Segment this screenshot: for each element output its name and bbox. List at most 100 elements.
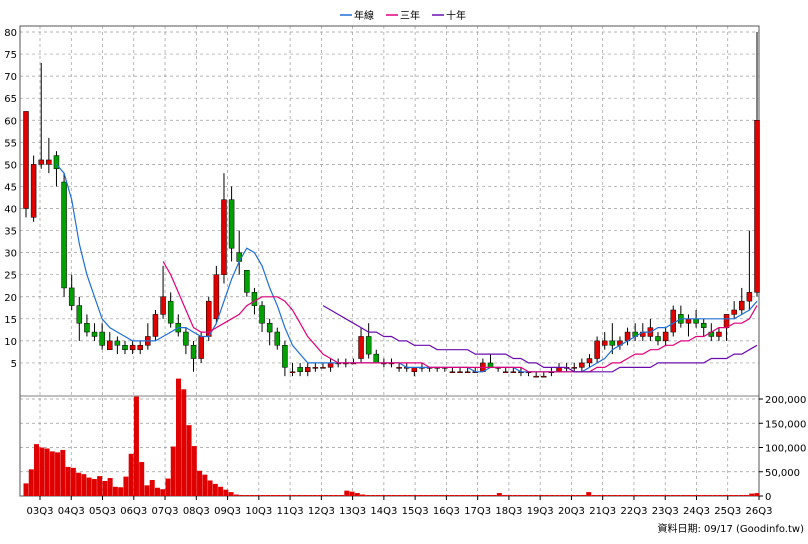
candle-body-1	[30, 164, 37, 218]
candle-body-31	[259, 305, 265, 324]
volume-bar-68	[381, 495, 387, 496]
volume-bar-65	[365, 495, 371, 496]
candle-body-70	[556, 367, 562, 373]
volume-bar-114	[623, 495, 629, 496]
candle-8	[84, 314, 90, 337]
volume-tick-label-4: 200,000	[765, 395, 806, 406]
x-tick-label-23: 26Q3	[746, 506, 773, 517]
candle-29	[244, 270, 250, 297]
candle-body-91	[716, 331, 722, 337]
volume-bar-5	[49, 451, 55, 496]
volume-bar-22	[139, 462, 145, 496]
volume-bar-91	[502, 495, 508, 496]
volume-bar-118	[644, 495, 650, 496]
x-tick-label-18: 21Q3	[589, 506, 616, 517]
candle-body-74	[586, 358, 593, 364]
candle-body-3	[46, 159, 52, 165]
volume-bar-112	[612, 495, 618, 496]
candle-28	[236, 230, 242, 275]
candle-body-28	[236, 252, 242, 262]
candle-body-92	[723, 314, 730, 328]
volume-bar-131	[712, 495, 718, 496]
candle-5	[61, 173, 67, 297]
candle-body-46	[373, 353, 380, 364]
volume-bar-83	[459, 495, 465, 496]
volume-bar-79	[438, 495, 444, 496]
volume-bar-32	[191, 446, 197, 496]
volume-bar-62	[349, 491, 355, 496]
candle-18	[160, 265, 166, 319]
candle-84	[662, 327, 669, 346]
volume-bar-109	[596, 495, 602, 496]
volume-bar-52	[296, 495, 302, 496]
ma-line-year	[56, 164, 758, 373]
volume-bar-11	[81, 474, 87, 496]
candle-10	[99, 323, 105, 350]
volume-bar-66	[370, 495, 376, 496]
candle-77	[609, 323, 616, 355]
volume-bar-120	[654, 495, 660, 496]
candle-56	[449, 367, 456, 374]
volume-bar-41	[239, 495, 245, 496]
volume-bar-7	[60, 449, 66, 496]
volume-bar-49	[281, 495, 287, 496]
candle-body-33	[274, 331, 281, 346]
candle-body-38	[312, 367, 319, 369]
candle-body-49	[396, 367, 402, 369]
volume-bar-125	[680, 495, 686, 496]
candle-body-77	[609, 340, 616, 346]
volume-bar-3	[39, 447, 45, 496]
candle-34	[282, 340, 288, 377]
price-tick-label-8: 45	[4, 182, 17, 193]
candle-91	[716, 327, 722, 341]
volume-bar-75	[417, 495, 423, 496]
moving-average-lines	[56, 164, 758, 373]
volume-bar-107	[586, 492, 592, 496]
volume-bar-82	[454, 495, 460, 496]
volume-bar-45	[260, 495, 266, 496]
x-tick-label-1: 04Q3	[58, 506, 85, 517]
volume-bar-37	[218, 486, 224, 496]
candle-body-23	[198, 336, 204, 359]
x-tick-label-5: 08Q3	[183, 506, 210, 517]
volume-bar-27	[165, 478, 171, 496]
price-tick-label-6: 35	[4, 227, 17, 238]
candle-78	[617, 336, 623, 350]
volume-bar-84	[465, 495, 471, 496]
candle-body-40	[327, 362, 334, 368]
volume-bar-101	[554, 495, 560, 496]
candle-body-8	[84, 322, 90, 333]
candle-7	[76, 296, 83, 341]
volume-bar-121	[659, 495, 665, 496]
candle-body-39	[320, 367, 326, 369]
candle-body-12	[114, 340, 121, 346]
candle-body-76	[601, 340, 608, 346]
candle-body-32	[266, 322, 273, 333]
volume-bar-16	[107, 478, 113, 496]
volume-bar-24	[149, 479, 155, 496]
volume-bar-17	[112, 486, 118, 496]
candle-79	[624, 327, 631, 346]
candle-73	[579, 358, 585, 372]
volume-bar-73	[407, 495, 413, 496]
price-tick-label-9: 50	[4, 160, 17, 171]
volume-bar-102	[559, 495, 565, 496]
price-tick-label-3: 20	[4, 293, 17, 304]
candle-body-6	[68, 287, 75, 306]
candle-82	[647, 318, 654, 341]
candle-75	[594, 336, 600, 363]
volume-bar-60	[339, 495, 345, 496]
volume-bar-46	[265, 495, 271, 496]
candle-body-44	[358, 336, 364, 359]
candle-body-57	[457, 371, 463, 374]
volume-bar-124	[675, 495, 681, 496]
candle-61	[487, 354, 494, 368]
volume-bar-88	[486, 495, 492, 496]
candle-body-68	[541, 375, 547, 378]
candle-body-21	[183, 331, 189, 346]
candle-83	[655, 332, 661, 346]
volume-bar-137	[743, 495, 749, 496]
candle-body-37	[304, 367, 311, 373]
candle-60	[480, 358, 486, 373]
